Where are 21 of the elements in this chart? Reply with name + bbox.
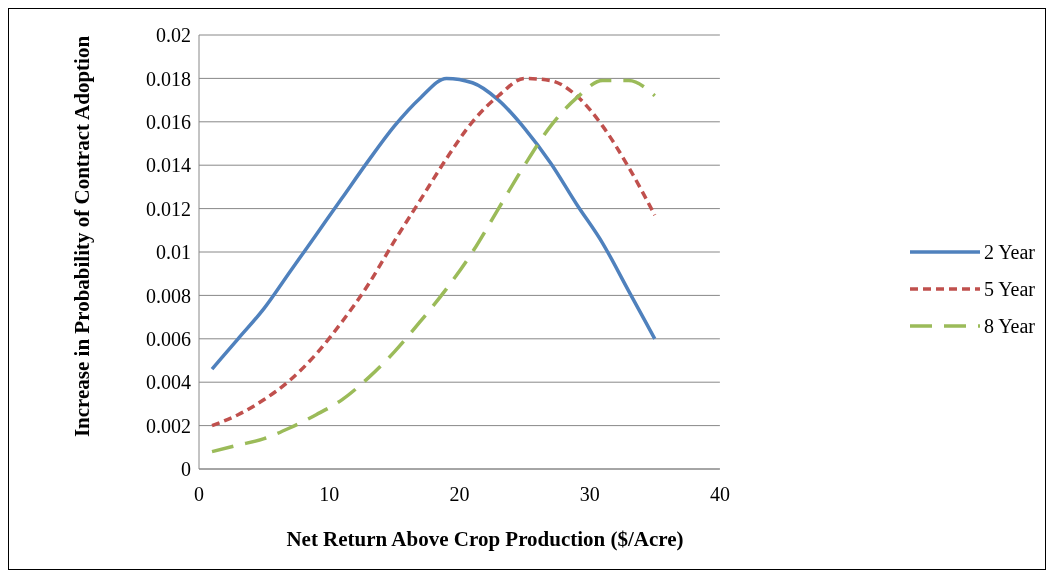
y-tick-label: 0.018	[146, 67, 191, 90]
y-tick-label: 0.006	[146, 327, 191, 350]
legend-label: 5 Year	[983, 277, 1035, 301]
y-tick-label: 0.016	[146, 110, 191, 133]
legend-label: 8 Year	[983, 314, 1035, 338]
y-tick-label: 0.004	[146, 371, 191, 394]
x-tick-label: 10	[319, 483, 340, 506]
y-tick-label: 0.014	[146, 154, 191, 177]
y-tick-label: 0.008	[146, 284, 191, 307]
y-tick-label: 0.012	[146, 197, 191, 220]
x-axis-title: Net Return Above Crop Production ($/Acre)	[285, 527, 685, 552]
y-tick-label: 0.002	[146, 414, 191, 437]
legend-label: 2 Year	[983, 240, 1035, 264]
x-tick-label: 30	[579, 483, 600, 506]
x-tick-label: 20	[449, 483, 470, 506]
y-tick-label: 0.02	[156, 24, 191, 47]
y-axis-title: Increase in Probability of Contract Adoption	[69, 34, 95, 440]
line-series	[210, 76, 657, 371]
y-tick-label: 0.01	[156, 241, 191, 264]
x-tick-label: 40	[709, 483, 730, 506]
y-tick-label: 0	[181, 458, 191, 481]
